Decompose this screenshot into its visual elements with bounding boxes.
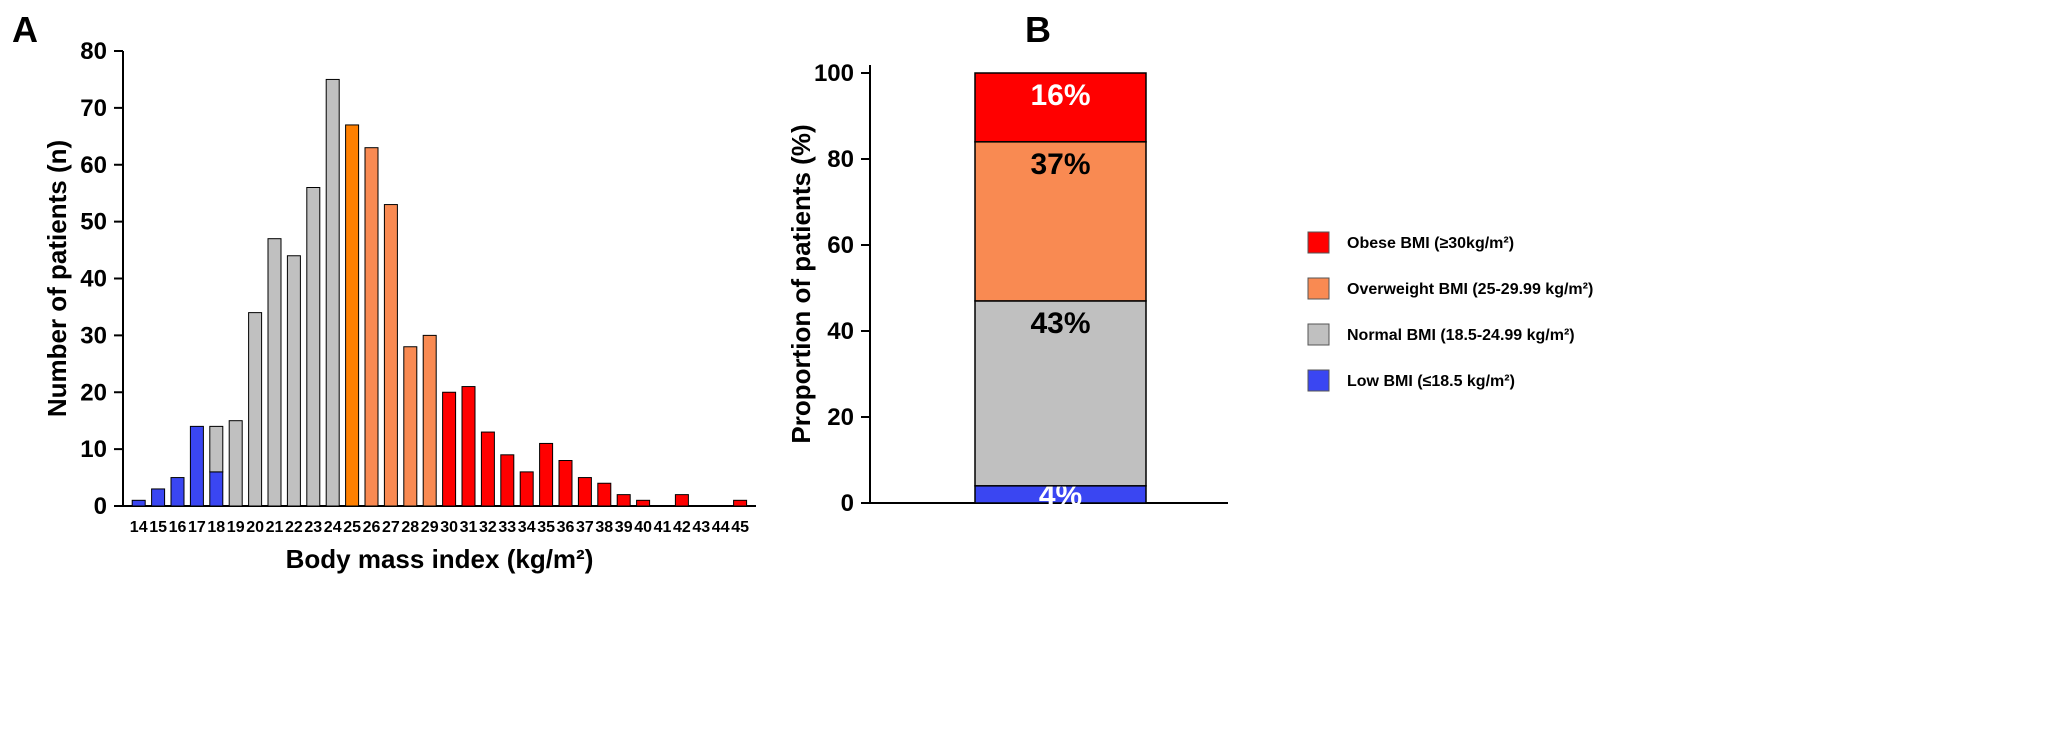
bar-bmi-33-obese xyxy=(500,454,515,507)
x-axis-title: Body mass index (kg/m²) xyxy=(286,544,594,574)
bar-bmi-39-obese xyxy=(616,494,631,507)
segment-label-overweight: 37% xyxy=(1030,148,1090,181)
bar-bmi-24-normal xyxy=(325,78,340,507)
y-tick-label: 80 xyxy=(827,146,854,173)
bar-bmi-21-normal xyxy=(267,238,282,507)
legend-swatch-normal xyxy=(1307,323,1330,346)
bar-bmi-14-low xyxy=(131,499,146,507)
x-tick-label: 31 xyxy=(460,519,478,536)
x-tick-label: 41 xyxy=(654,519,672,536)
y-tick-label: 60 xyxy=(827,232,854,259)
x-tick-label: 43 xyxy=(692,519,710,536)
legend-label-normal: Normal BMI (18.5-24.99 kg/m²) xyxy=(1347,327,1575,344)
bar-bmi-45-obese xyxy=(733,499,748,507)
x-tick-label: 27 xyxy=(382,519,400,536)
bar-bmi-19-normal xyxy=(228,420,243,507)
x-tick-label: 18 xyxy=(207,519,225,536)
x-tick-label: 24 xyxy=(324,519,342,536)
y-axis-title: Number of patients (n) xyxy=(42,140,72,417)
bar-bmi-20-normal xyxy=(248,312,263,507)
legend-label-obese: Obese BMI (≥30kg/m²) xyxy=(1347,235,1514,252)
bar-bmi-32-obese xyxy=(480,431,495,507)
y-tick-label: 0 xyxy=(841,490,854,517)
bar-bmi-37-obese xyxy=(577,477,592,507)
bar-bmi-40-obese xyxy=(636,499,651,507)
y-tick-label: 20 xyxy=(80,379,107,406)
bar-bmi-16-low xyxy=(170,477,185,507)
bar-bmi-23-normal xyxy=(306,187,321,507)
bar-bmi-36-obese xyxy=(558,460,573,507)
x-tick-label: 14 xyxy=(130,519,148,536)
x-tick-label: 30 xyxy=(440,519,458,536)
bar-bmi-34-obese xyxy=(519,471,534,507)
x-tick-label: 40 xyxy=(634,519,652,536)
x-tick-label: 45 xyxy=(731,519,749,536)
bar-bmi-22-normal xyxy=(286,255,301,507)
bar-bmi-30-obese xyxy=(442,391,457,507)
legend-label-overweight: Overweight BMI (25-29.99 kg/m²) xyxy=(1347,281,1593,298)
y-tick-label: 50 xyxy=(80,209,107,236)
bar-bmi-17-low xyxy=(189,425,204,507)
y-tick-label: 80 xyxy=(80,38,107,65)
y-axis-title: Proportion of patients (%) xyxy=(786,124,816,443)
bar-bmi-27-overweight xyxy=(383,204,398,507)
legend-swatch-low xyxy=(1307,369,1330,392)
x-tick-label: 23 xyxy=(304,519,322,536)
x-tick-label: 36 xyxy=(557,519,575,536)
bar-bmi-35-obese xyxy=(539,442,554,507)
bar-bmi-15-low xyxy=(151,488,166,507)
y-tick-label: 30 xyxy=(80,322,107,349)
bar-bmi-42-obese xyxy=(674,494,689,507)
x-tick-label: 29 xyxy=(421,519,439,536)
x-tick-label: 16 xyxy=(169,519,187,536)
x-tick-label: 34 xyxy=(518,519,536,536)
x-tick-label: 15 xyxy=(149,519,167,536)
x-tick-label: 26 xyxy=(363,519,381,536)
x-tick-label: 25 xyxy=(343,519,361,536)
y-tick-label: 10 xyxy=(80,436,107,463)
bar-bmi-26-overweight xyxy=(364,147,379,507)
bar-bmi-29-overweight xyxy=(422,334,437,507)
legend-label-low: Low BMI (≤18.5 kg/m²) xyxy=(1347,373,1515,390)
bar-bmi-31-obese xyxy=(461,386,476,507)
bar-bmi-25-overweight xyxy=(345,124,360,507)
x-tick-label: 44 xyxy=(712,519,730,536)
stack-segment-overweight xyxy=(974,141,1147,302)
x-tick-label: 20 xyxy=(246,519,264,536)
bar-bmi-28-overweight xyxy=(403,346,418,507)
legend-swatch-overweight xyxy=(1307,277,1330,300)
x-tick-label: 32 xyxy=(479,519,497,536)
y-tick-label: 60 xyxy=(80,152,107,179)
x-tick-label: 38 xyxy=(595,519,613,536)
x-tick-label: 37 xyxy=(576,519,594,536)
x-tick-label: 22 xyxy=(285,519,303,536)
x-tick-label: 19 xyxy=(227,519,245,536)
x-tick-label: 33 xyxy=(498,519,516,536)
y-tick-label: 70 xyxy=(80,95,107,122)
stack-segment-obese xyxy=(974,72,1147,143)
segment-label-normal: 43% xyxy=(1030,307,1090,340)
x-tick-label: 28 xyxy=(401,519,419,536)
bar-bmi-18-normal xyxy=(209,425,224,473)
x-tick-label: 35 xyxy=(537,519,555,536)
x-tick-label: 17 xyxy=(188,519,206,536)
legend-swatch-obese xyxy=(1307,231,1330,254)
y-tick-label: 20 xyxy=(827,404,854,431)
x-tick-label: 42 xyxy=(673,519,691,536)
y-tick-label: 40 xyxy=(827,318,854,345)
x-tick-label: 21 xyxy=(266,519,284,536)
y-tick-label: 40 xyxy=(80,266,107,293)
y-tick-label: 100 xyxy=(814,60,854,87)
segment-label-obese: 16% xyxy=(1030,79,1090,112)
panel-a-letter: A xyxy=(12,9,38,50)
panel-b-letter: B xyxy=(1025,9,1051,50)
bar-bmi-18-low xyxy=(209,471,224,507)
x-tick-label: 39 xyxy=(615,519,633,536)
bar-bmi-38-obese xyxy=(597,482,612,507)
y-tick-label: 0 xyxy=(94,493,107,520)
chart-legend: Obese BMI (≥30kg/m²) Overweight BMI (25-2… xyxy=(1307,231,1593,392)
